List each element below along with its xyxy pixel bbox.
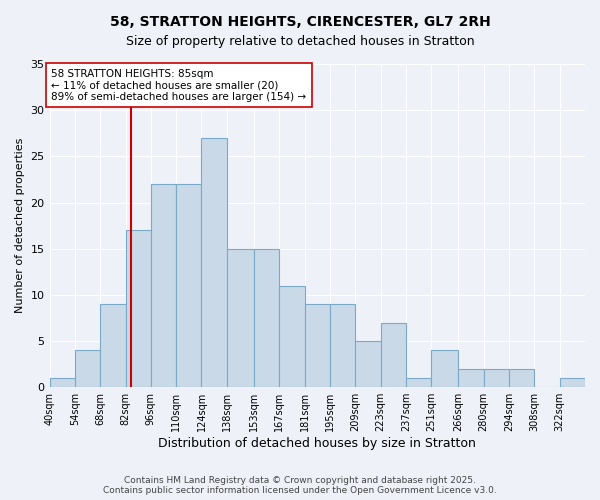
X-axis label: Distribution of detached houses by size in Stratton: Distribution of detached houses by size … [158,437,476,450]
Bar [176,184,202,387]
Bar [75,350,100,387]
Bar [560,378,585,387]
Bar [431,350,458,387]
Bar [279,286,305,387]
Bar [406,378,431,387]
Bar [484,368,509,387]
Bar [125,230,151,387]
Bar [458,368,484,387]
Bar [50,378,75,387]
Bar [509,368,535,387]
Bar [227,248,254,387]
Bar [254,248,279,387]
Text: 58, STRATTON HEIGHTS, CIRENCESTER, GL7 2RH: 58, STRATTON HEIGHTS, CIRENCESTER, GL7 2… [110,15,490,29]
Bar [305,304,330,387]
Bar [100,304,125,387]
Y-axis label: Number of detached properties: Number of detached properties [15,138,25,314]
Text: Size of property relative to detached houses in Stratton: Size of property relative to detached ho… [125,35,475,48]
Text: 58 STRATTON HEIGHTS: 85sqm
← 11% of detached houses are smaller (20)
89% of semi: 58 STRATTON HEIGHTS: 85sqm ← 11% of deta… [52,68,307,102]
Bar [380,322,406,387]
Bar [330,304,355,387]
Bar [202,138,227,387]
Bar [151,184,176,387]
Text: Contains HM Land Registry data © Crown copyright and database right 2025.
Contai: Contains HM Land Registry data © Crown c… [103,476,497,495]
Bar [355,341,380,387]
